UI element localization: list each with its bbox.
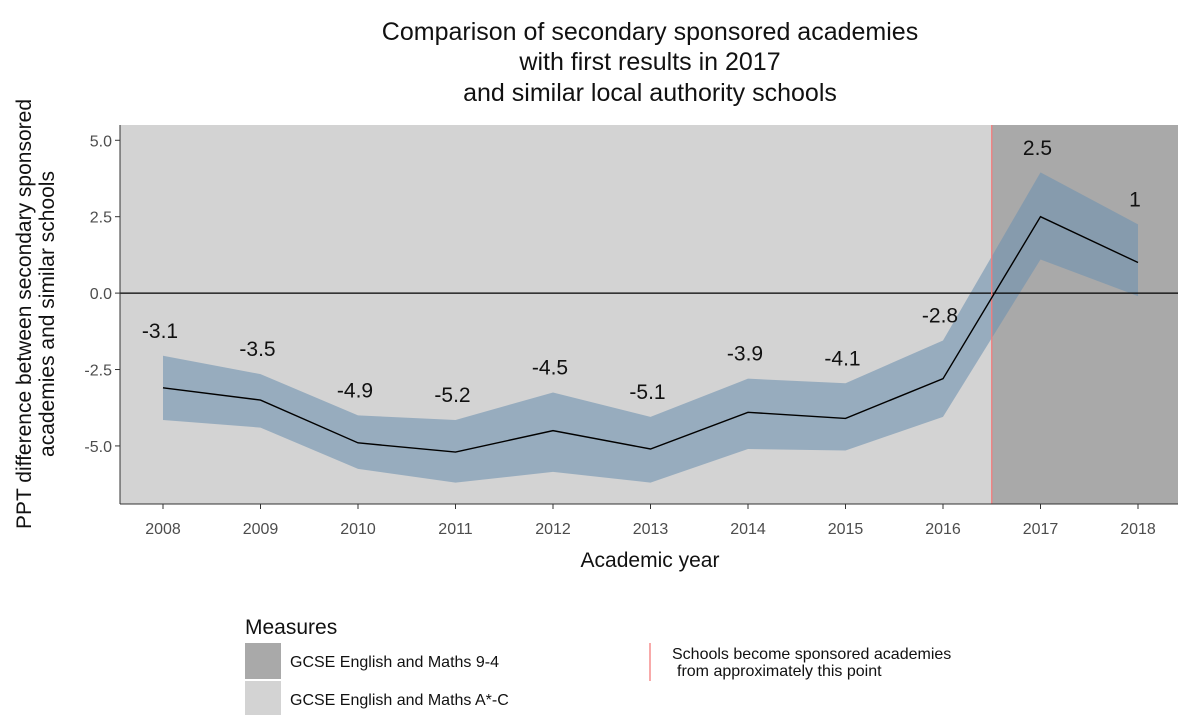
legend-event-label-line-1: Schools become sponsored academies xyxy=(672,646,951,663)
legend-swatch-a-c xyxy=(245,681,281,715)
region-9-4 xyxy=(991,125,1178,504)
x-tick-label: 2008 xyxy=(145,521,181,538)
confidence-ribbon xyxy=(163,172,1138,483)
x-tick-label: 2016 xyxy=(925,521,961,538)
axes: 5.0 2.5 0.0 -2.5 -5.0 2008 2009 2010 2011 2012 201… xyxy=(84,125,1178,538)
y-axis-title-line-2: academies and similar schools xyxy=(36,171,59,457)
x-tick-label: 2015 xyxy=(828,521,864,538)
x-tick-label: 2010 xyxy=(340,521,376,538)
series-line xyxy=(162,215,1139,453)
data-label-2011: -5.2 xyxy=(434,384,470,407)
x-tick-label: 2018 xyxy=(1120,521,1156,538)
legend: Measures GCSE English and Maths 9-4 GCSE… xyxy=(245,616,951,715)
legend-label-9-4: GCSE English and Maths 9-4 xyxy=(290,654,499,671)
data-label-2012: -4.5 xyxy=(532,356,568,379)
ci-band xyxy=(163,172,1138,483)
data-label-2010: -4.9 xyxy=(337,379,373,402)
data-label-2009: -3.5 xyxy=(239,338,275,361)
chart-title-line-3: and similar local authority schools xyxy=(463,79,837,107)
x-tick-label: 2012 xyxy=(535,521,571,538)
y-tick-label: 2.5 xyxy=(90,210,112,227)
x-axis-title: Academic year xyxy=(581,549,720,572)
y-tick-label: 0.0 xyxy=(90,286,112,303)
data-label-2014: -3.9 xyxy=(727,343,763,366)
chart-title: Comparison of secondary sponsored academ… xyxy=(382,18,918,107)
x-tick-label: 2017 xyxy=(1023,521,1059,538)
data-label-2018: 1 xyxy=(1129,188,1141,211)
x-tick-label: 2011 xyxy=(438,521,473,538)
legend-label-a-c: GCSE English and Maths A*-C xyxy=(290,692,509,709)
legend-event-label-line-2: from approximately this point xyxy=(677,663,882,680)
y-tick-label: 5.0 xyxy=(90,133,112,150)
x-tick-label: 2009 xyxy=(243,521,279,538)
data-label-2013: -5.1 xyxy=(629,381,665,404)
chart-title-line-1: Comparison of secondary sponsored academ… xyxy=(382,18,918,46)
data-label-2015: -4.1 xyxy=(824,347,860,370)
legend-title: Measures xyxy=(245,616,337,639)
x-tick-label: 2013 xyxy=(633,521,669,538)
data-label-2016: -2.8 xyxy=(922,304,958,327)
reference-lines xyxy=(120,125,1178,504)
y-axis-title: PPT difference between secondary sponsor… xyxy=(13,99,59,529)
y-tick-label: -5.0 xyxy=(84,439,112,456)
x-tick-label: 2014 xyxy=(730,521,766,538)
data-label-2008: -3.1 xyxy=(142,320,178,343)
chart-title-line-2: with first results in 2017 xyxy=(518,48,780,76)
legend-swatch-9-4 xyxy=(245,643,281,679)
data-labels: -3.1 -3.5 -4.9 -5.2 -4.5 -5.1 -3.9 -4.1 -2.8 2.5 1 xyxy=(142,137,1141,407)
y-tick-label: -2.5 xyxy=(84,363,112,380)
data-label-2017: 2.5 xyxy=(1023,137,1052,160)
y-axis-title-line-1: PPT difference between secondary sponsor… xyxy=(13,99,36,529)
series-line-path xyxy=(162,215,1139,453)
